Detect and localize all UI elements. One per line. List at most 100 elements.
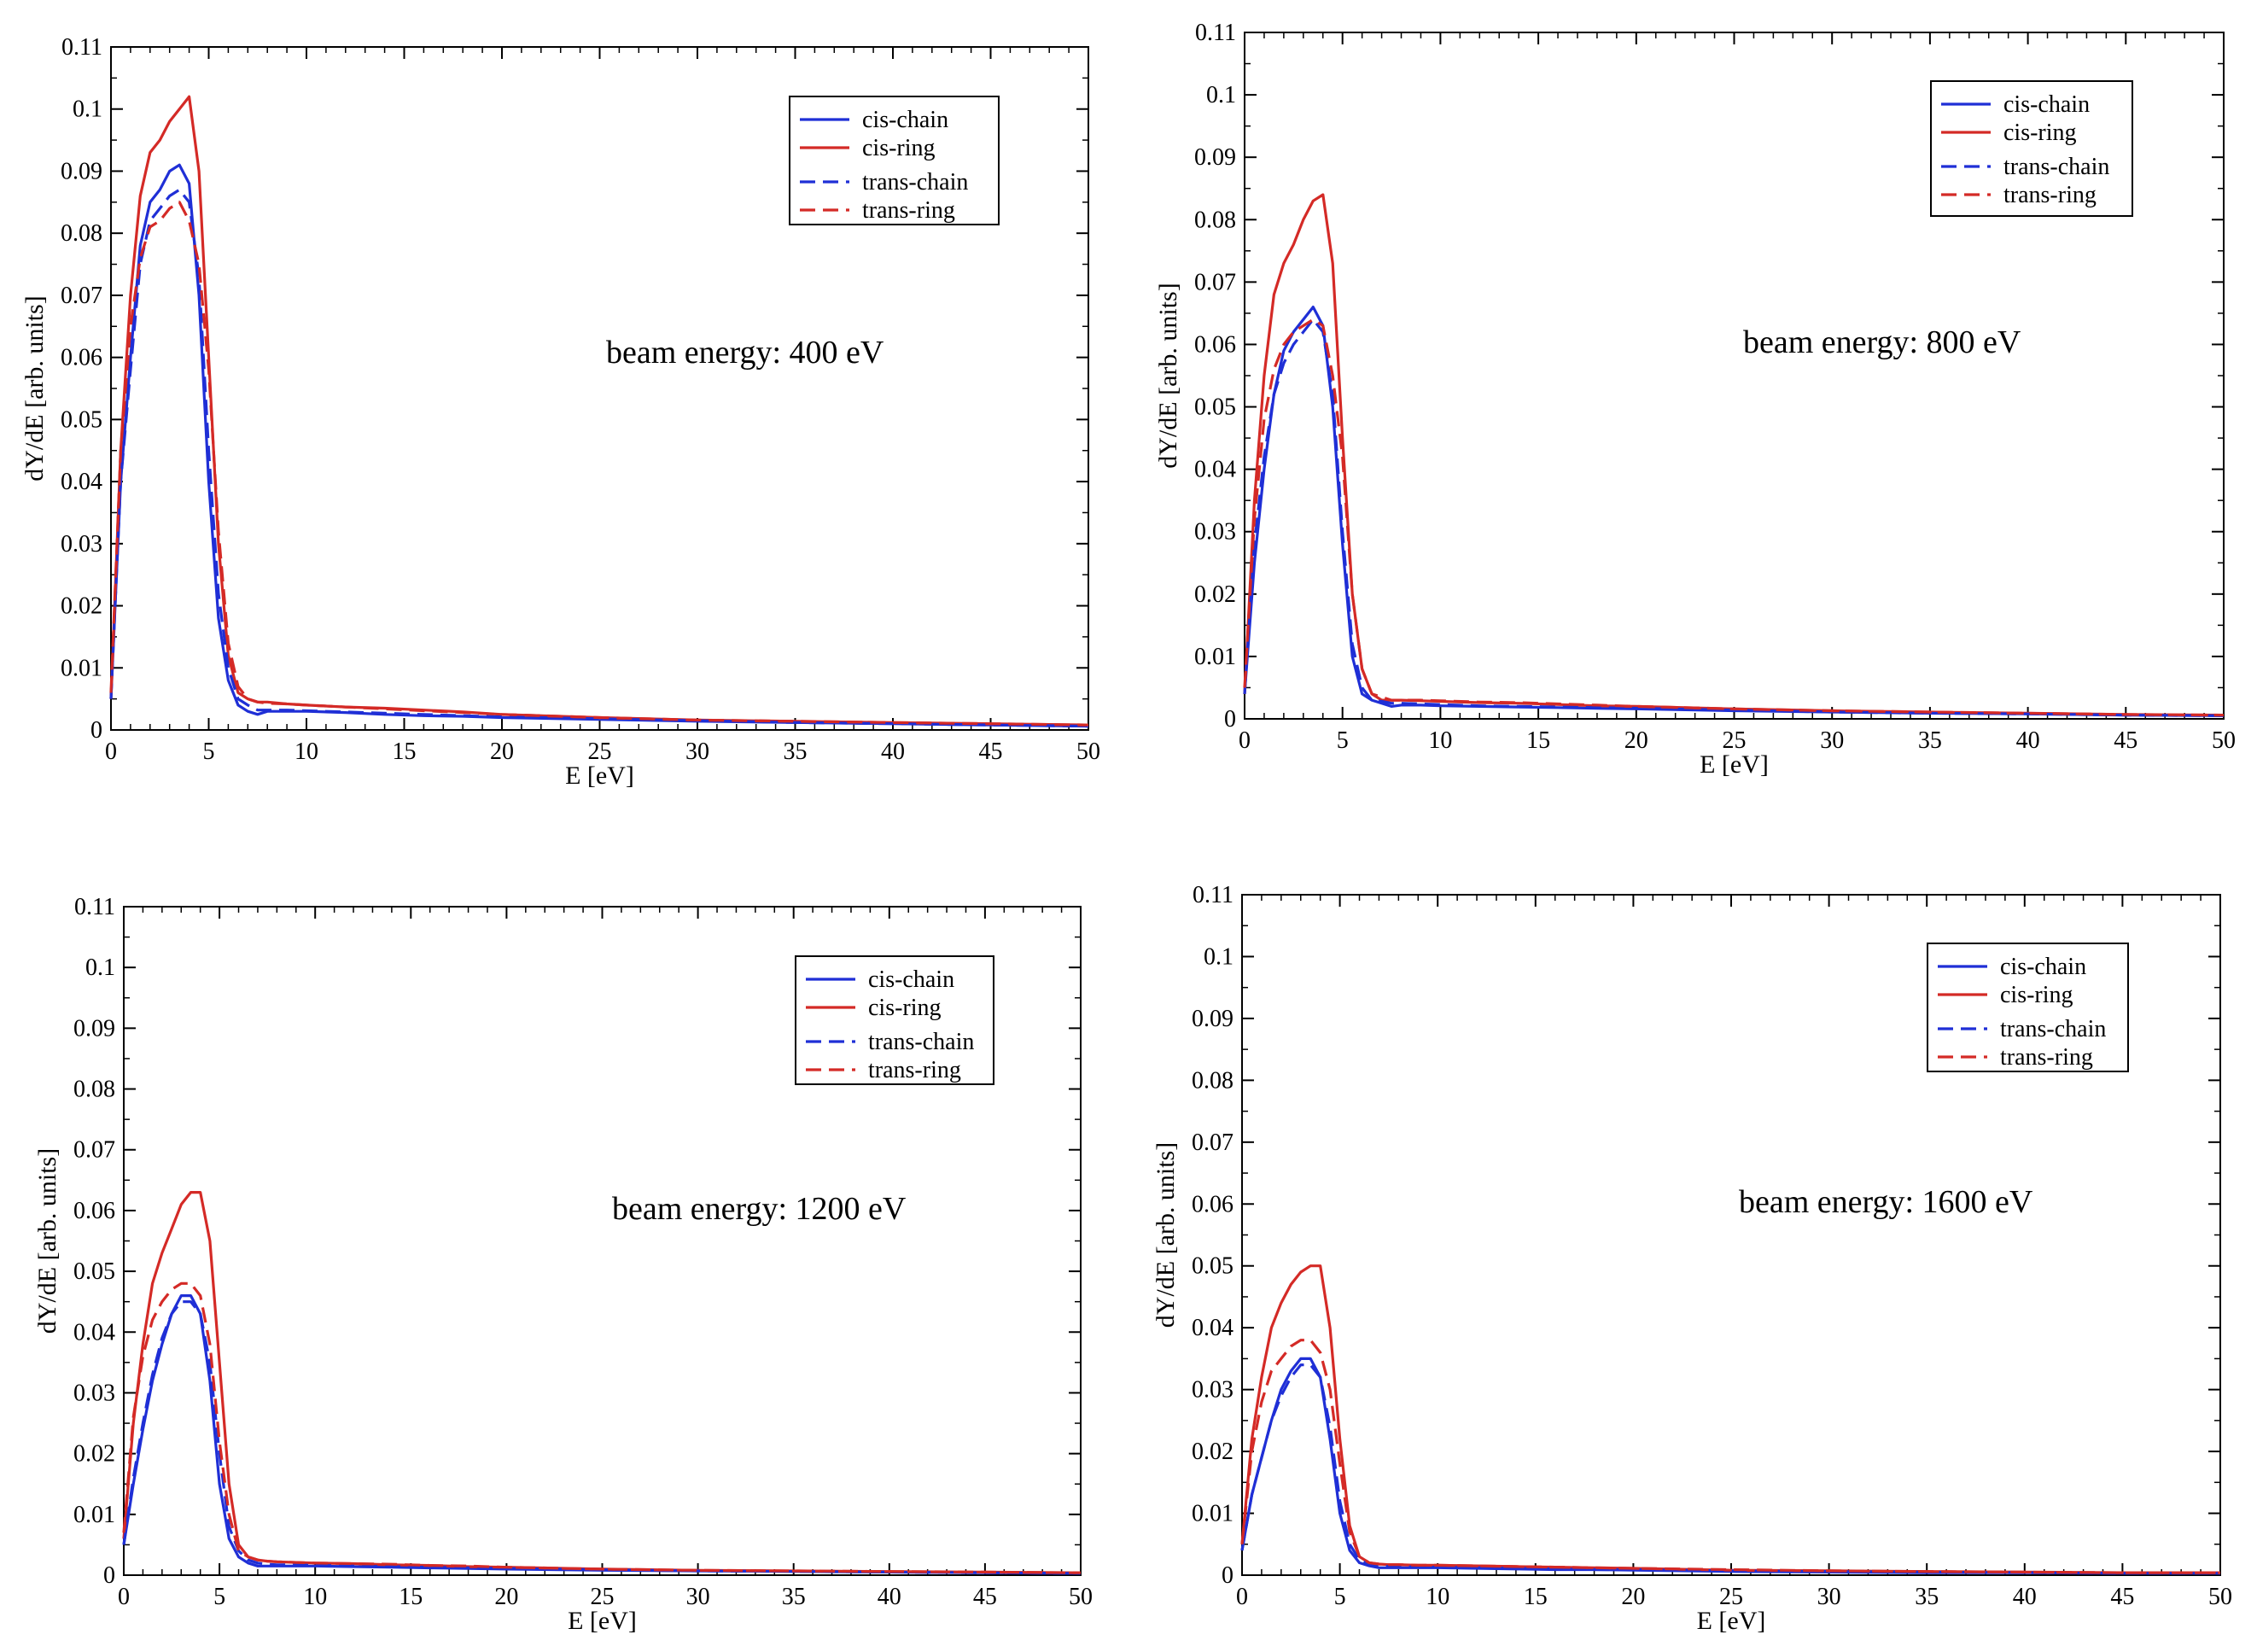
y-tick-label: 0.07 [1194, 269, 1236, 295]
y-tick-label: 0.01 [1192, 1501, 1233, 1527]
y-tick-label: 0.11 [61, 34, 102, 61]
x-tick-label: 25 [1723, 727, 1747, 754]
series-line-cis-chain [1240, 1357, 2220, 1575]
x-tick-label: 45 [2110, 1584, 2134, 1610]
legend-label-trans-ring: trans-ring [868, 1057, 961, 1083]
y-tick-label: 0.05 [61, 406, 102, 433]
y-tick-label: 0.11 [1193, 882, 1233, 908]
y-tick-label: 0.01 [61, 655, 102, 681]
x-tick-label: 45 [973, 1584, 997, 1610]
y-tick-label: 0.05 [73, 1258, 115, 1285]
y-tick-label: 0.04 [1194, 457, 1236, 483]
legend-label-trans-chain: trans-chain [2000, 1016, 2106, 1042]
legend-label-trans-chain: trans-chain [2003, 154, 2109, 180]
y-tick-label: 0.04 [73, 1319, 115, 1346]
beam-energy-annotation: beam energy: 1600 eV [1739, 1184, 2033, 1220]
x-axis-label: E [eV] [1697, 1607, 1766, 1635]
y-tick-label: 0.06 [73, 1198, 115, 1224]
x-tick-label: 20 [494, 1584, 518, 1610]
y-tick-label: 0.07 [73, 1137, 115, 1164]
series-line-cis-ring [122, 1190, 1082, 1574]
series-line-trans-chain [1240, 1363, 2220, 1575]
y-tick-label: 0.08 [1194, 207, 1236, 233]
x-tick-label: 10 [303, 1584, 327, 1610]
x-tick-label: 5 [203, 738, 215, 765]
chart-panel-3: 0 5 10 15 20 25 30 35 40 45 50 0 0.01 0.02 0.03 0.04 0.0… [33, 894, 1093, 1635]
x-tick-label: 35 [782, 1584, 806, 1610]
legend-label-cis-chain: cis-chain [2003, 91, 2090, 118]
x-tick-label: 25 [588, 738, 612, 765]
x-tick-label: 30 [1820, 727, 1844, 754]
x-tick-label: 0 [1239, 727, 1251, 754]
y-tick-label: 0.07 [1192, 1130, 1233, 1156]
y-tick-label: 0 [1224, 706, 1236, 733]
y-tick-label: 0.08 [61, 220, 102, 247]
y-tick-label: 0.1 [1206, 82, 1236, 108]
legend-label-cis-ring: cis-ring [2000, 982, 2073, 1008]
y-tick-label: 0.11 [74, 894, 115, 920]
beam-energy-annotation: beam energy: 800 eV [1743, 324, 2021, 360]
legend-label-cis-ring: cis-ring [862, 135, 936, 161]
series-line-trans-chain [109, 188, 1089, 728]
x-tick-label: 5 [213, 1584, 225, 1610]
x-tick-label: 25 [591, 1584, 615, 1610]
x-tick-label: 15 [1526, 727, 1550, 754]
y-tick-label: 0.02 [61, 593, 102, 620]
y-tick-label: 0.01 [1194, 644, 1236, 670]
x-tick-label: 50 [2212, 727, 2236, 754]
x-tick-label: 50 [1069, 1584, 1093, 1610]
x-tick-label: 15 [393, 738, 417, 765]
x-tick-label: 45 [2114, 727, 2137, 754]
legend-box [1927, 943, 2129, 1072]
series-line-trans-ring [109, 201, 1089, 727]
x-tick-label: 30 [685, 738, 709, 765]
x-tick-label: 40 [2013, 1584, 2037, 1610]
y-tick-label: 0.09 [1192, 1006, 1233, 1032]
x-tick-label: 10 [1428, 727, 1452, 754]
y-tick-label: 0.07 [61, 283, 102, 309]
y-tick-label: 0.02 [1192, 1439, 1233, 1465]
legend-label-trans-ring: trans-ring [2000, 1044, 2093, 1071]
series-line-cis-chain [109, 163, 1089, 728]
y-axis-label: dY/dE [arb. units] [33, 1148, 61, 1334]
series-line-cis-ring [1243, 193, 2225, 717]
y-tick-label: 0.1 [73, 96, 102, 123]
series-line-trans-chain [1243, 318, 2225, 717]
x-tick-label: 0 [118, 1584, 130, 1610]
x-tick-label: 0 [105, 738, 117, 765]
x-tick-label: 0 [1236, 1584, 1248, 1610]
y-tick-label: 0.03 [1194, 519, 1236, 546]
x-tick-label: 35 [1915, 1584, 1939, 1610]
y-axis-label: dY/dE [arb. units] [20, 295, 49, 481]
legend-label-cis-chain: cis-chain [2000, 954, 2086, 980]
legend-label-trans-chain: trans-chain [868, 1029, 974, 1055]
y-tick-label: 0.11 [1195, 20, 1236, 46]
series-line-trans-ring [1240, 1339, 2220, 1574]
x-tick-label: 20 [490, 738, 514, 765]
x-tick-label: 25 [1719, 1584, 1743, 1610]
x-tick-label: 30 [1817, 1584, 1841, 1610]
legend-label-cis-ring: cis-ring [2003, 120, 2077, 146]
y-tick-label: 0.03 [73, 1380, 115, 1406]
x-tick-label: 40 [2016, 727, 2040, 754]
chart-panel-2: 0 5 10 15 20 25 30 35 40 45 50 0 0.01 0.02 0.03 0.04 0.0… [1154, 20, 2236, 779]
x-tick-label: 10 [295, 738, 318, 765]
y-axis-label: dY/dE [arb. units] [1154, 283, 1182, 468]
x-tick-label: 50 [1076, 738, 1100, 765]
beam-energy-annotation: beam energy: 1200 eV [612, 1191, 907, 1227]
legend-label-cis-ring: cis-ring [868, 995, 942, 1021]
y-tick-label: 0.03 [1192, 1377, 1233, 1404]
beam-energy-annotation: beam energy: 400 eV [606, 335, 884, 371]
x-tick-label: 5 [1334, 1584, 1346, 1610]
x-tick-label: 45 [979, 738, 1003, 765]
legend-box [795, 955, 994, 1085]
y-tick-label: 0.09 [1194, 144, 1236, 171]
y-tick-label: 0 [90, 717, 102, 744]
x-axis-label: E [eV] [1700, 750, 1769, 779]
y-tick-label: 0.09 [73, 1015, 115, 1042]
y-tick-label: 0.03 [61, 531, 102, 557]
legend-label-trans-ring: trans-ring [2003, 182, 2097, 208]
